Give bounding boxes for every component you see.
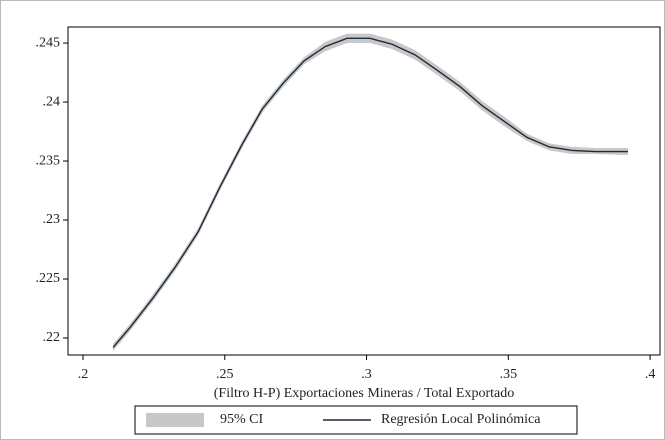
fit-line bbox=[112, 37, 628, 348]
plot-area bbox=[67, 26, 661, 356]
y-tick-label: .22 bbox=[43, 330, 61, 345]
x-tick-label: .4 bbox=[645, 367, 656, 382]
x-tick-label: .2 bbox=[78, 367, 89, 382]
x-axis-label: (Filtro H-P) Exportaciones Mineras / Tot… bbox=[214, 386, 514, 401]
legend-label: Regresión Local Polinómica bbox=[381, 412, 541, 427]
legend-swatch bbox=[146, 413, 204, 427]
x-tick-label: .3 bbox=[361, 367, 372, 382]
y-tick-label: .225 bbox=[36, 271, 61, 286]
ci-band bbox=[113, 33, 628, 351]
y-tick-label: .245 bbox=[36, 35, 61, 50]
y-tick-label: .24 bbox=[43, 94, 61, 109]
x-tick-label: .35 bbox=[500, 367, 518, 382]
x-tick-label: .25 bbox=[216, 367, 234, 382]
y-tick-label: .23 bbox=[43, 212, 61, 227]
legend-label: 95% CI bbox=[220, 412, 264, 427]
y-tick-label: .235 bbox=[36, 153, 61, 168]
